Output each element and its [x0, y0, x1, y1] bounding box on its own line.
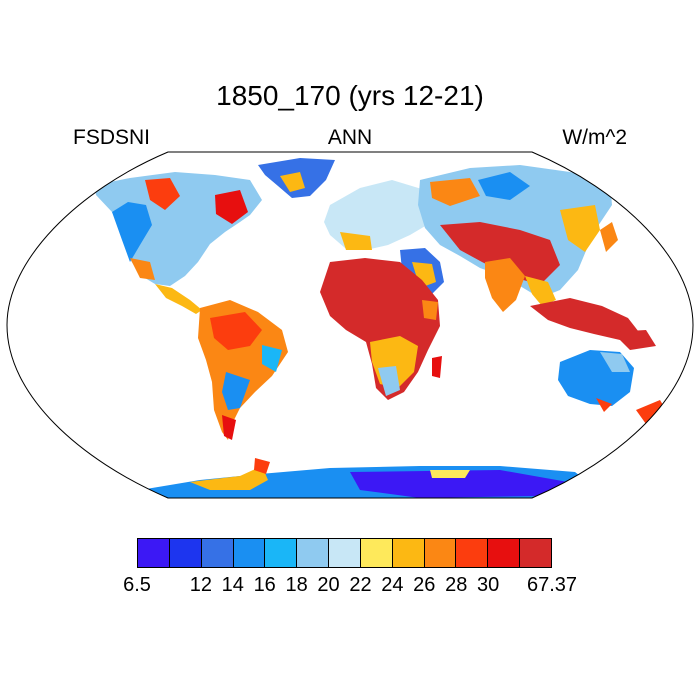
new-zealand-landmass — [636, 400, 666, 424]
europe-landmass — [324, 180, 445, 250]
season-label: ANN — [327, 126, 373, 149]
plot-title: 1850_170 (yrs 12-21) — [216, 80, 484, 111]
colorbar-box — [488, 539, 521, 567]
variable-label: FSDSNI — [73, 126, 151, 149]
colorbar-tick-label: 12 — [189, 574, 212, 596]
colorbar-tick-label: 24 — [381, 574, 404, 596]
colorbar-tick-label: 18 — [285, 574, 308, 596]
colorbar-box — [424, 539, 457, 567]
colorbar-tick-label: 30 — [477, 574, 500, 596]
colorbar — [137, 538, 552, 568]
colorbar-tick-label: 16 — [253, 574, 276, 596]
maritime-continent — [530, 298, 642, 340]
colorbar-box — [297, 539, 330, 567]
colorbar-box — [233, 539, 266, 567]
colorbar-tick-label: 67.37 — [526, 574, 578, 596]
units-label: W/m^2 — [562, 126, 627, 149]
colorbar-box — [201, 539, 234, 567]
map-boundary — [6, 151, 694, 499]
colorbar-box — [360, 539, 393, 567]
colorbar-box — [265, 539, 298, 567]
colorbar-tick-label: 20 — [317, 574, 340, 596]
colorbar-tick-label: 26 — [413, 574, 436, 596]
india-landmass — [485, 258, 525, 312]
colorbar-tick-label: 6.5 — [123, 574, 151, 596]
colorbar-box — [456, 539, 489, 567]
colorbar-box — [138, 539, 170, 567]
colorbar-box — [392, 539, 425, 567]
colorbar-tick-label: 14 — [221, 574, 244, 596]
colorbar-tick-label: 28 — [445, 574, 468, 596]
colorbar-box — [169, 539, 202, 567]
colorbar-box — [520, 539, 551, 567]
central-america-landmass — [155, 284, 202, 314]
colorbar-tick-label: 22 — [349, 574, 372, 596]
colorbar-box — [329, 539, 361, 567]
